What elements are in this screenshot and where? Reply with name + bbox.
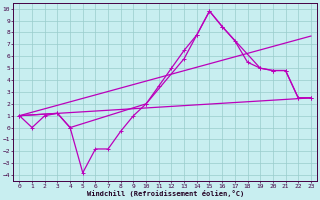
X-axis label: Windchill (Refroidissement éolien,°C): Windchill (Refroidissement éolien,°C)	[86, 190, 244, 197]
